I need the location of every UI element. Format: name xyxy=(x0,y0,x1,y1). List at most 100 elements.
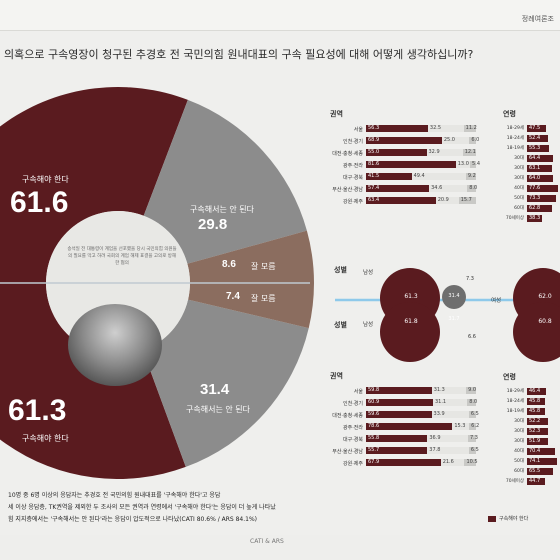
region-bar-value: 31.3 xyxy=(433,387,445,393)
top-dk-value: 8.6 xyxy=(222,259,236,270)
region-label: 대구·경북 xyxy=(343,175,363,181)
age-bar xyxy=(527,185,559,192)
region-bar-value: 68.9 xyxy=(368,137,380,143)
region-bar-segment xyxy=(465,173,476,180)
age-bar-value: 47.5 xyxy=(529,125,541,131)
age-label: 30대 xyxy=(514,429,524,434)
region-bar-segment xyxy=(467,185,476,192)
age-bar-value: 55.3 xyxy=(529,145,541,151)
region-bar-segment xyxy=(366,161,456,168)
region-bar-value: 60.9 xyxy=(368,399,380,405)
portrait-photo xyxy=(68,304,162,386)
region-bar-segment xyxy=(467,435,476,442)
age-bar xyxy=(527,125,546,132)
region-bar-segment xyxy=(470,161,476,168)
age-title-bottom: 연령 xyxy=(503,373,516,381)
region-bar-value: 15.3 xyxy=(454,423,466,429)
region-label: 부산·울산·경남 xyxy=(332,187,363,193)
region-bar-value: 8.0 xyxy=(469,399,478,405)
region-bar-segment xyxy=(431,387,467,394)
region-label: 대구·경북 xyxy=(343,437,363,443)
age-label: 30대 xyxy=(514,166,524,171)
bottom-dk-value: 7.4 xyxy=(226,291,240,302)
region-label: 서울 xyxy=(353,127,363,133)
age-bar xyxy=(527,478,545,485)
age-label: 18-24세 xyxy=(506,136,524,141)
dk-top-value: 7.3 xyxy=(466,276,474,282)
region-bar-value: 78.6 xyxy=(368,423,380,429)
age-label: 18-19세 xyxy=(506,146,524,151)
region-bar-value: 6.5 xyxy=(470,447,479,453)
region-bar-segment xyxy=(366,197,436,204)
region-bar-value: 55.0 xyxy=(368,149,380,155)
top-not-value: 29.8 xyxy=(198,216,228,233)
region-bar-segment xyxy=(469,137,476,144)
bottom-must-label: 구속해야 한다 xyxy=(22,434,69,443)
region-bar-value: 37.8 xyxy=(429,447,441,453)
slice-bottom-dk xyxy=(188,283,314,329)
age-label: 18-29세 xyxy=(506,126,524,131)
age-label: 50대 xyxy=(514,196,524,201)
region-bar-segment xyxy=(366,411,432,418)
age-bar-value: 77.6 xyxy=(529,185,541,191)
region-bar-value: 6.5 xyxy=(470,411,479,417)
region-bar-value: 81.6 xyxy=(368,161,380,167)
male-not-top-value: 31.4 xyxy=(448,293,460,299)
male-not-bottom-value: 31.7 xyxy=(448,316,460,322)
region-label: 인천·경기 xyxy=(343,139,363,145)
region-bar-segment xyxy=(468,447,476,454)
footnote-line-3: 힘 지지층에서는 '구속해서는 안 된다'라는 응답이 압도적으로 나타났(CA… xyxy=(8,516,258,523)
region-title-top: 권역 xyxy=(330,110,343,118)
region-bar-segment xyxy=(366,137,442,144)
region-bar-segment xyxy=(441,137,470,144)
age-bar-value: 46.4 xyxy=(529,388,541,394)
bottom-dk-label: 잘 모름 xyxy=(251,294,276,303)
footnote: 10명 중 6명 이상의 응답자는 추경호 전 국민의힘 원내대표를 '구속해야… xyxy=(8,490,276,526)
legend-label: 구속해야 한다 xyxy=(499,516,529,522)
age-label: 70세이상 xyxy=(505,216,524,221)
top-must-value: 61.6 xyxy=(10,186,69,219)
age-label: 18-29세 xyxy=(506,389,524,394)
region-bar-value: 6.2 xyxy=(471,423,480,429)
region-bar-segment xyxy=(431,411,469,418)
age-label: 30대 xyxy=(514,176,524,181)
age-label: 50대 xyxy=(514,459,524,464)
region-bar-segment xyxy=(464,459,476,466)
age-label: 60대 xyxy=(514,469,524,474)
age-label: 30대 xyxy=(514,156,524,161)
region-bar-value: 31.1 xyxy=(434,399,447,405)
top-not-label: 구속해서는 안 된다 xyxy=(190,205,254,214)
age-bar-value: 74.1 xyxy=(529,458,541,464)
region-bar-value: 57.4 xyxy=(368,185,380,191)
region-label: 광주·전라 xyxy=(343,163,363,169)
age-bar-value: 45.8 xyxy=(529,408,541,414)
age-bar xyxy=(527,175,553,182)
region-bar-segment xyxy=(426,149,463,156)
gender-title-bottom: 성별 xyxy=(334,321,347,329)
bottom-not-value: 31.4 xyxy=(200,381,230,398)
region-label: 서울 xyxy=(353,389,363,395)
dk-bottom-value: 6.6 xyxy=(468,334,476,340)
male-not-circle xyxy=(442,285,466,309)
bottom-not-label: 구속해서는 안 된다 xyxy=(186,405,250,414)
age-bar xyxy=(527,388,546,395)
region-bar-value: 9.0 xyxy=(468,387,477,393)
age-bar xyxy=(527,205,553,212)
region-bar-segment xyxy=(462,149,476,156)
region-bar-value: 55.8 xyxy=(368,435,380,441)
region-bar-value: 7.3 xyxy=(469,435,478,441)
region-bar-value: 9.2 xyxy=(467,173,476,179)
region-label: 광주·전라 xyxy=(343,425,363,431)
top-must-label: 구속해야 한다 xyxy=(22,175,69,184)
region-title-bottom: 권역 xyxy=(330,372,343,380)
age-bar-value: 52.2 xyxy=(529,418,541,424)
slice-top-must xyxy=(0,87,188,283)
age-bar xyxy=(527,438,548,445)
age-bar xyxy=(527,145,550,152)
male-circle-bottom xyxy=(380,302,440,362)
top-dk-label: 잘 모름 xyxy=(251,262,276,271)
region-bar-value: 15.7 xyxy=(460,197,472,203)
region-bar-segment xyxy=(469,423,476,430)
region-bar-segment xyxy=(452,423,470,430)
